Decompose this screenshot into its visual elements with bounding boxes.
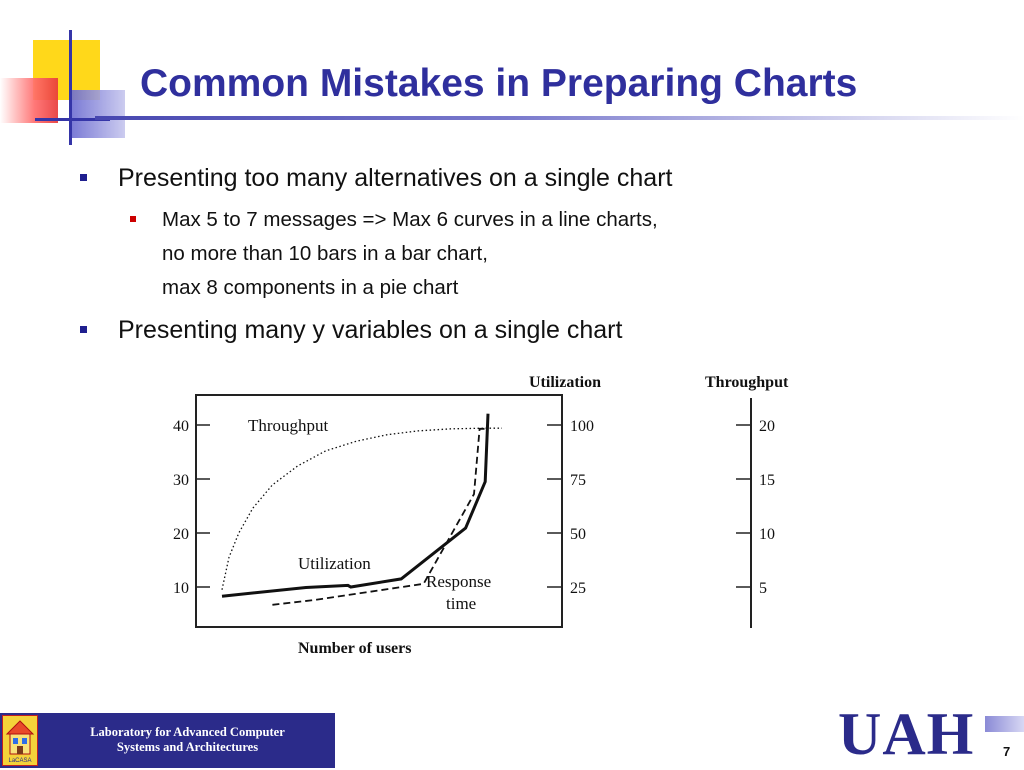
left-axis-tick-label: 40 <box>173 418 189 435</box>
annotation-response: Response <box>426 572 491 591</box>
left-axis-tick-label: 30 <box>173 472 189 489</box>
throughput-axis-title: Throughput <box>705 374 789 391</box>
series-utilization <box>221 413 490 598</box>
sub-bullet-line: no more than 10 bars in a bar chart, <box>162 242 488 265</box>
series-response-time <box>272 427 488 606</box>
throughput-axis: Throughput 5 10 15 20 <box>705 374 789 628</box>
utilization-axis-tick-label: 100 <box>570 418 594 435</box>
lab-name-line1: Laboratory for Advanced Computer <box>90 725 285 739</box>
bullet-marker <box>80 174 87 181</box>
utilization-axis-title: Utilization <box>529 374 601 391</box>
sub-bullet-marker <box>130 216 136 222</box>
utilization-axis-tick-label: 50 <box>570 526 586 543</box>
bullet-text: Presenting too many alternatives on a si… <box>118 164 673 192</box>
red-square <box>0 78 58 123</box>
uah-logo-bar <box>985 716 1024 732</box>
lab-footer-box: LaCASA Laboratory for Advanced Computer … <box>0 713 335 768</box>
throughput-axis-tick-label: 15 <box>759 472 775 489</box>
lacasa-logo: LaCASA <box>2 715 38 766</box>
title-underline <box>95 116 1024 120</box>
utilization-ticks: 25 50 75 100 <box>547 418 594 597</box>
page-title: Common Mistakes in Preparing Charts <box>140 62 858 105</box>
left-axis-tick-label: 10 <box>173 580 189 597</box>
page-number: 7 <box>1003 744 1011 759</box>
left-axis-tick-label: 20 <box>173 526 189 543</box>
series-group <box>221 413 502 606</box>
lab-name: Laboratory for Advanced Computer Systems… <box>40 725 335 755</box>
sub-bullet-line: max 8 components in a pie chart <box>162 276 459 299</box>
annotation-time: time <box>446 594 476 613</box>
horizontal-line <box>35 118 110 121</box>
annotation-throughput: Throughput <box>248 416 329 435</box>
sub-bullet-line: Max 5 to 7 messages => Max 6 curves in a… <box>162 208 658 231</box>
blue-square <box>70 90 125 138</box>
lacasa-house-icon: LaCASA <box>5 720 35 764</box>
utilization-axis-tick-label: 25 <box>570 580 586 597</box>
vertical-line <box>69 30 72 145</box>
svg-text:LaCASA: LaCASA <box>8 758 31 764</box>
annotation-utilization: Utilization <box>298 554 371 573</box>
throughput-axis-tick-label: 5 <box>759 580 767 597</box>
throughput-ticks: 5 10 15 20 <box>736 418 775 597</box>
lab-name-line2: Systems and Architectures <box>116 740 259 754</box>
utilization-axis: Utilization 25 50 75 100 <box>529 374 601 627</box>
x-axis-label: Number of users <box>298 640 411 657</box>
throughput-axis-tick-label: 10 <box>759 526 775 543</box>
utilization-axis-tick-label: 75 <box>570 472 586 489</box>
corner-decoration <box>0 0 130 150</box>
uah-logo: UAH <box>838 701 975 767</box>
throughput-axis-tick-label: 20 <box>759 418 775 435</box>
bullet-text: Presenting many y variables on a single … <box>118 316 623 344</box>
bullet-marker <box>80 326 87 333</box>
left-axis: 10 20 30 40 <box>173 418 210 597</box>
